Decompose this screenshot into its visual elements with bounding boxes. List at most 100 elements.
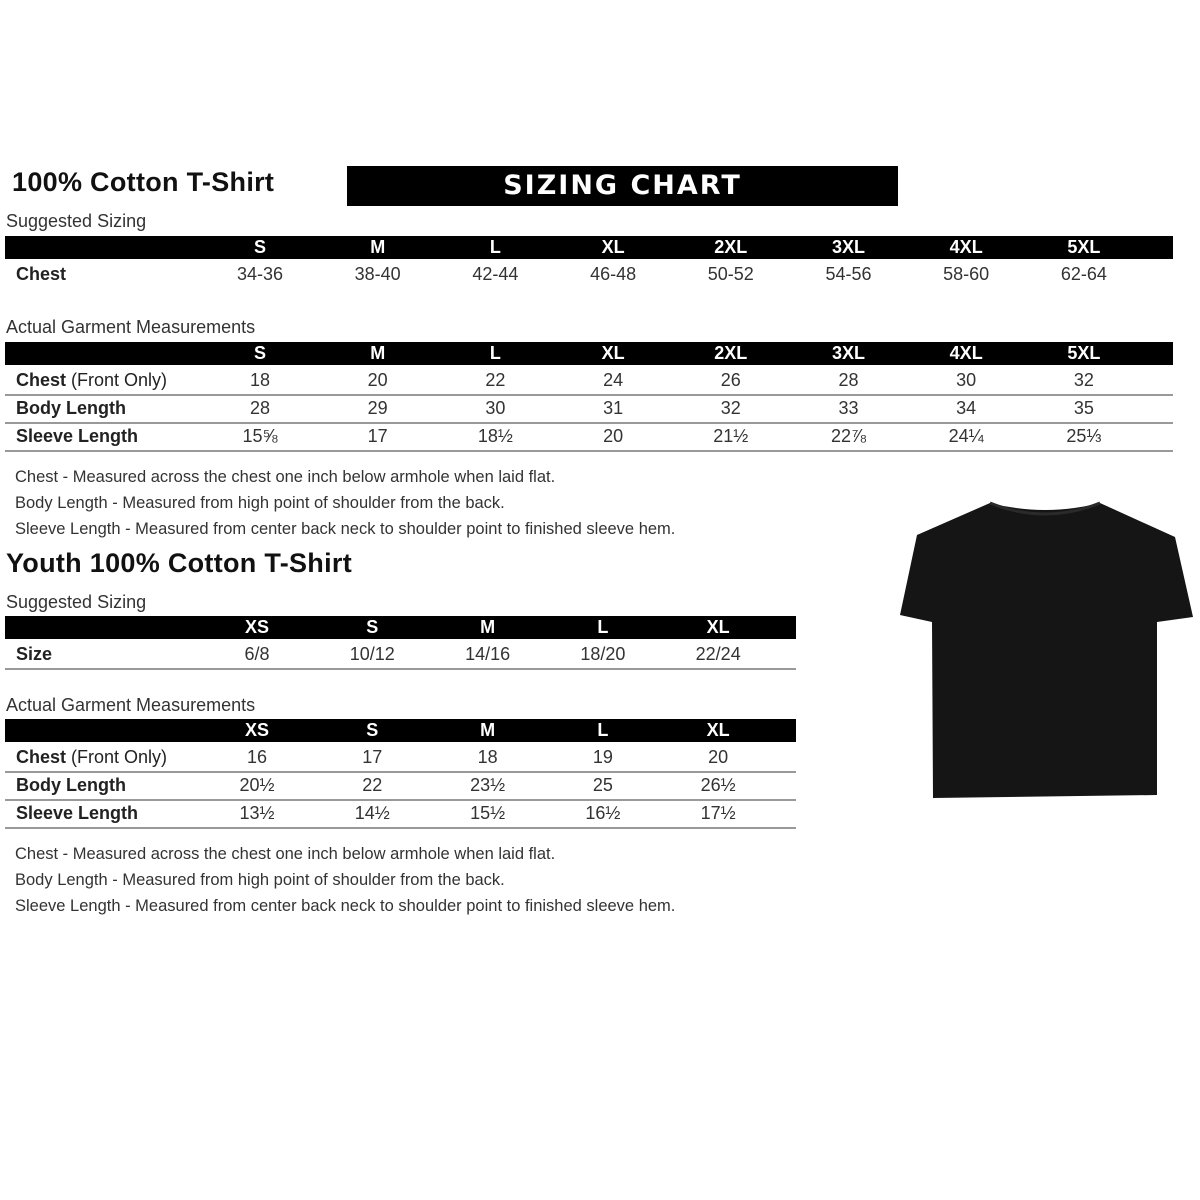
table-cell: 22 xyxy=(485,370,506,390)
table-cell: 46-48 xyxy=(590,264,637,284)
row-label-text: Body Length xyxy=(16,398,126,418)
size-header-cell: XL xyxy=(601,343,625,363)
table-cell: 31 xyxy=(603,398,624,418)
table-cell: 15⅝ xyxy=(242,426,278,446)
row-label: Sleeve Length xyxy=(16,799,138,827)
table-cell: 18/20 xyxy=(580,644,626,664)
adult-suggested-label: Suggested Sizing xyxy=(6,211,147,231)
table-cell: 28 xyxy=(249,398,271,418)
table-cell: 20 xyxy=(603,426,624,446)
size-header-cell: XL xyxy=(706,617,730,637)
adult-note-chest: Chest - Measured across the chest one in… xyxy=(15,468,556,486)
table-cell: 38-40 xyxy=(354,264,401,284)
size-header-cell: L xyxy=(597,720,609,740)
table-cell: 16½ xyxy=(585,803,621,823)
size-header-cell: M xyxy=(370,343,386,363)
table-cell: 20 xyxy=(367,370,388,390)
table-cell: 42-44 xyxy=(472,264,519,284)
table-cell: 16 xyxy=(246,747,268,767)
table-cell: 34 xyxy=(956,398,977,418)
table-cell: 50-52 xyxy=(707,264,754,284)
table-cell: 6/8 xyxy=(244,644,270,664)
size-header-cell: M xyxy=(480,617,496,637)
row-label-note: (Front Only) xyxy=(66,370,168,390)
table-row: Size 6/8 10/12 14/16 18/20 22/24 xyxy=(5,640,796,668)
table-row: Body Length 28 29 30 31 32 33 34 35 xyxy=(5,394,1173,424)
table-cell: 28 xyxy=(838,370,859,390)
table-cell: 17 xyxy=(367,426,388,446)
table-cell: 19 xyxy=(592,747,613,767)
size-header-cell: XS xyxy=(244,617,269,637)
table-cell: 54-56 xyxy=(825,264,872,284)
table-cell: 24¼ xyxy=(948,426,984,446)
table-cell: 58-60 xyxy=(943,264,990,284)
table-cell: 32 xyxy=(1073,370,1094,390)
size-header-cell: S xyxy=(253,343,266,363)
t-shirt-icon xyxy=(900,501,1193,798)
table-cell: 17½ xyxy=(700,803,736,823)
table-cell: 18½ xyxy=(477,426,513,446)
size-header-cell: S xyxy=(253,237,266,257)
table-cell: 35 xyxy=(1073,398,1094,418)
table-cell: 22/24 xyxy=(695,644,741,664)
size-header-cell: XS xyxy=(244,720,269,740)
table-cell: 25 xyxy=(592,775,613,795)
youth-actual-label: Actual Garment Measurements xyxy=(6,695,256,715)
adult-note-body: Body Length - Measured from high point o… xyxy=(15,494,505,512)
table-cell: 33 xyxy=(838,398,859,418)
table-cell: 23½ xyxy=(470,775,506,795)
table-row: Sleeve Length 15⅝ 17 18½ 20 21½ 22⅞ 24¼ 25⅓ xyxy=(5,422,1173,450)
table-cell: 24 xyxy=(603,370,624,390)
table-cell: 18 xyxy=(477,747,498,767)
table-cell: 13½ xyxy=(239,803,275,823)
size-header-cell: M xyxy=(370,237,386,257)
table-cell: 20 xyxy=(708,747,729,767)
table-row: Body Length 20½ 22 23½ 25 26½ xyxy=(5,771,796,801)
table-cell: 20½ xyxy=(239,775,275,795)
table-row: Chest (Front Only) 18 20 22 24 26 28 30 32 xyxy=(5,366,1173,396)
size-header-cell: 5XL xyxy=(1067,343,1101,363)
youth-note-chest: Chest - Measured across the chest one in… xyxy=(15,845,556,863)
row-label: Body Length xyxy=(16,771,126,799)
adult-actual-label: Actual Garment Measurements xyxy=(6,317,256,337)
table-bottom-rule xyxy=(5,827,796,829)
size-header-cell: S xyxy=(366,617,379,637)
row-label: Chest xyxy=(16,260,66,288)
table-cell: 10/12 xyxy=(349,644,395,664)
row-label-text: Chest xyxy=(16,370,67,390)
sizing-chart-banner: SIZING CHART xyxy=(347,166,898,206)
size-header-cell: 2XL xyxy=(714,343,748,363)
table-row: Sleeve Length 13½ 14½ 15½ 16½ 17½ xyxy=(5,799,796,827)
size-header-cell: 2XL xyxy=(714,237,748,257)
youth-title: Youth 100% Cotton T-Shirt xyxy=(6,548,352,578)
row-label: Chest (Front Only) xyxy=(16,366,167,394)
table-cell: 29 xyxy=(367,398,388,418)
table-cell: 30 xyxy=(485,398,506,418)
size-header-cell: L xyxy=(489,343,501,363)
table-cell: 15½ xyxy=(470,803,506,823)
row-label: Sleeve Length xyxy=(16,422,138,450)
row-label-text: Body Length xyxy=(16,775,126,795)
table-cell: 22 xyxy=(362,775,383,795)
size-header-cell: 5XL xyxy=(1067,237,1101,257)
size-header-cell: 4XL xyxy=(949,237,983,257)
youth-note-body: Body Length - Measured from high point o… xyxy=(15,871,505,889)
size-header-cell: 3XL xyxy=(831,237,865,257)
size-header-cell: L xyxy=(597,617,609,637)
table-cell: 62-64 xyxy=(1060,264,1107,284)
table-row: Chest (Front Only) 16 17 18 19 20 xyxy=(5,743,796,773)
table-bottom-rule xyxy=(5,668,796,670)
table-cell: 26½ xyxy=(700,775,736,795)
table-cell: 14½ xyxy=(354,803,390,823)
table-cell: 26 xyxy=(720,370,741,390)
table-row: Chest 34-36 38-40 42-44 46-48 50-52 54-56 58-60… xyxy=(5,260,1173,288)
row-label: Chest (Front Only) xyxy=(16,743,167,771)
youth-note-sleeve: Sleeve Length - Measured from center bac… xyxy=(15,897,676,915)
size-header-cell: 3XL xyxy=(831,343,865,363)
row-label-text: Sleeve Length xyxy=(16,426,139,446)
table-cell: 21½ xyxy=(713,426,749,446)
size-header-cell: XL xyxy=(706,720,730,740)
table-cell: 34-36 xyxy=(236,264,284,284)
size-header-row: S M L XL 2XL 3XL 4XL 5XL xyxy=(5,236,1173,259)
row-label: Size xyxy=(16,640,52,668)
